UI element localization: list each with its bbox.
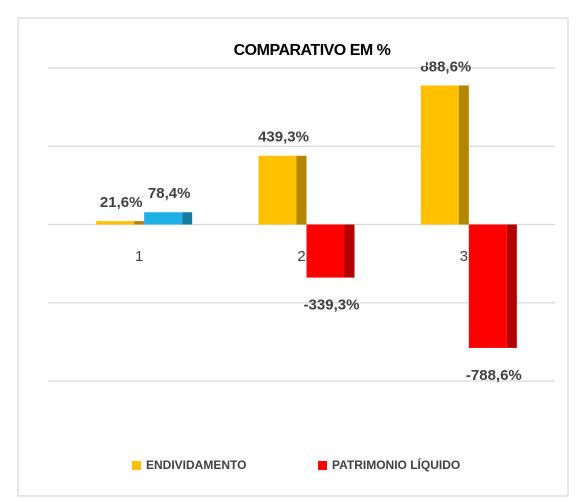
data-label: 21,6%: [100, 194, 143, 211]
data-label: 439,3%: [258, 129, 309, 146]
legend-label: ENDIVIDAMENTO: [146, 458, 246, 472]
bar-side: [296, 155, 307, 225]
x-tick-label: 1: [135, 248, 143, 265]
x-tick-label: 3: [460, 248, 468, 265]
legend-label: PATRIMONIO LÍQUIDO: [332, 457, 460, 472]
x-tick-label: 2: [297, 248, 305, 265]
bar-side: [506, 224, 517, 348]
legend-swatch: [318, 461, 327, 470]
bar: [306, 224, 345, 278]
bar-side: [344, 224, 355, 278]
legend-swatch: [132, 461, 141, 470]
bar: [144, 212, 183, 225]
data-label: -339,3%: [304, 297, 360, 314]
bar-side: [458, 85, 469, 225]
bar: [96, 221, 135, 225]
data-label: 78,4%: [148, 185, 191, 202]
bar-side: [134, 221, 145, 225]
data-label: 888,6%: [420, 58, 471, 75]
bar-side: [182, 212, 193, 225]
title-box: [198, 36, 426, 66]
data-label: -788,6%: [466, 367, 522, 384]
bar: [420, 85, 459, 225]
bar: [468, 224, 507, 348]
bar: [258, 155, 297, 225]
chart-title: COMPARATIVO EM %: [234, 42, 391, 59]
